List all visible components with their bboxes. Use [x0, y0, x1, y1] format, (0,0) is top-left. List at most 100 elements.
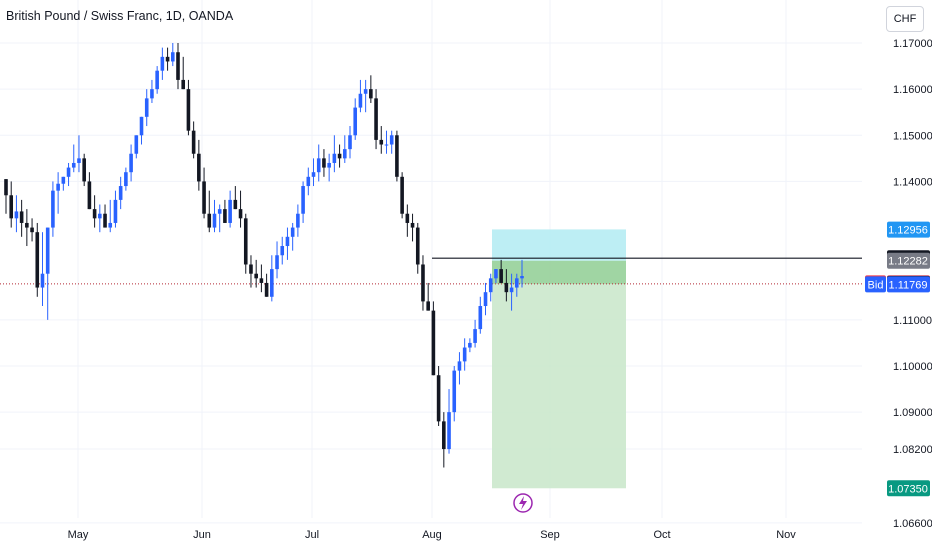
x-tick-label: Aug [422, 529, 442, 541]
price-badge-value: 1.07350 [888, 483, 928, 495]
candle-body [129, 153, 133, 173]
candle-body [400, 176, 404, 214]
candle-body [259, 278, 264, 283]
candle-body [45, 227, 50, 274]
candle-body [71, 162, 76, 168]
candle-body [514, 278, 519, 288]
candle-body [395, 135, 399, 177]
candle-body [108, 222, 113, 228]
candle-body [415, 227, 420, 265]
price-badge-tag [865, 276, 886, 293]
candle-body [379, 139, 384, 145]
candle-body [40, 273, 45, 288]
candle-body [118, 186, 123, 200]
candle-body [103, 213, 107, 228]
candle-body [405, 213, 410, 223]
candle-body [124, 172, 128, 187]
candle-body [473, 329, 477, 343]
y-tick-label: 1.10000 [893, 361, 932, 373]
candle-body [207, 213, 212, 228]
x-tick-label: Jun [193, 529, 211, 541]
candle-body [191, 130, 196, 154]
candle-body [275, 255, 279, 270]
candle-body [462, 347, 467, 362]
candle-body [202, 181, 206, 214]
candle-body [306, 176, 311, 187]
y-tick-label: 1.17000 [893, 38, 932, 50]
candle-body [509, 287, 514, 293]
candle-body [4, 179, 8, 196]
candle-body [51, 190, 55, 228]
candle-body [301, 186, 305, 214]
price-badge [887, 276, 930, 293]
x-tick-label: Jul [305, 529, 319, 541]
candle-body [270, 269, 274, 297]
candle-body [494, 269, 498, 279]
chart-title: British Pound / Swiss Franc, 1D, OANDA [6, 9, 234, 23]
candle-body [249, 264, 253, 274]
candle-body [457, 361, 462, 371]
candle-body [504, 282, 509, 293]
candle-body [217, 209, 222, 214]
candle-body [82, 158, 86, 182]
lightning-icon-glyph [519, 496, 527, 510]
y-tick-label: 1.09000 [893, 407, 932, 419]
candle-body [144, 98, 149, 117]
candle-body [25, 222, 29, 228]
y-tick-label: 1.16000 [893, 84, 932, 96]
candle-body [447, 412, 451, 450]
candle-body [384, 144, 389, 146]
candle-body [426, 301, 430, 311]
candle-body [311, 172, 316, 177]
candle-body [316, 158, 321, 173]
currency-button[interactable]: CHF [886, 6, 924, 32]
price-badge-value: 1.12956 [888, 225, 928, 237]
candle-body [254, 273, 258, 279]
candle-body [421, 264, 425, 302]
position-profit-zone[interactable] [492, 229, 626, 261]
candle-body [332, 153, 337, 163]
candle-body [113, 199, 118, 223]
candle-body [150, 89, 154, 99]
candle-body [389, 135, 394, 145]
position-loss-zone[interactable] [492, 260, 626, 489]
y-tick-label: 1.11000 [893, 315, 932, 327]
candle-body [478, 306, 483, 330]
candle-body [233, 199, 238, 210]
y-tick-label: 1.06600 [893, 518, 932, 530]
candle-body [66, 167, 71, 177]
candle-body [353, 107, 358, 136]
candle-body [35, 232, 40, 288]
candle-body [181, 79, 186, 90]
candle-body [160, 56, 165, 71]
price-badge [887, 480, 930, 497]
price-badge-value: 1.11769 [889, 279, 928, 291]
candle-body [56, 183, 60, 191]
candle-body [212, 213, 217, 228]
candle-body [488, 278, 493, 293]
y-tick-label: 1.14000 [893, 176, 932, 188]
candle-body [19, 211, 24, 223]
candle-body [139, 116, 144, 136]
price-badge-label: Bid [868, 279, 884, 291]
candle-body [327, 162, 331, 168]
candle-body [285, 236, 290, 247]
candle-body [243, 218, 248, 265]
candle-body [452, 370, 457, 413]
position-active-zone [492, 260, 626, 284]
candle-body [170, 52, 175, 62]
candle-body [520, 276, 524, 279]
y-tick-label: 1.08200 [893, 444, 932, 456]
x-tick-label: May [68, 529, 89, 541]
candle-body [369, 89, 373, 99]
candle-body [290, 227, 295, 237]
candle-body [348, 135, 352, 150]
x-tick-label: Oct [653, 529, 670, 541]
candle-body [61, 176, 66, 184]
candle-body [374, 98, 378, 140]
candle-body [468, 342, 472, 348]
candle-body [228, 199, 232, 223]
x-tick-label: Sep [540, 529, 560, 541]
candle-body [134, 135, 139, 154]
